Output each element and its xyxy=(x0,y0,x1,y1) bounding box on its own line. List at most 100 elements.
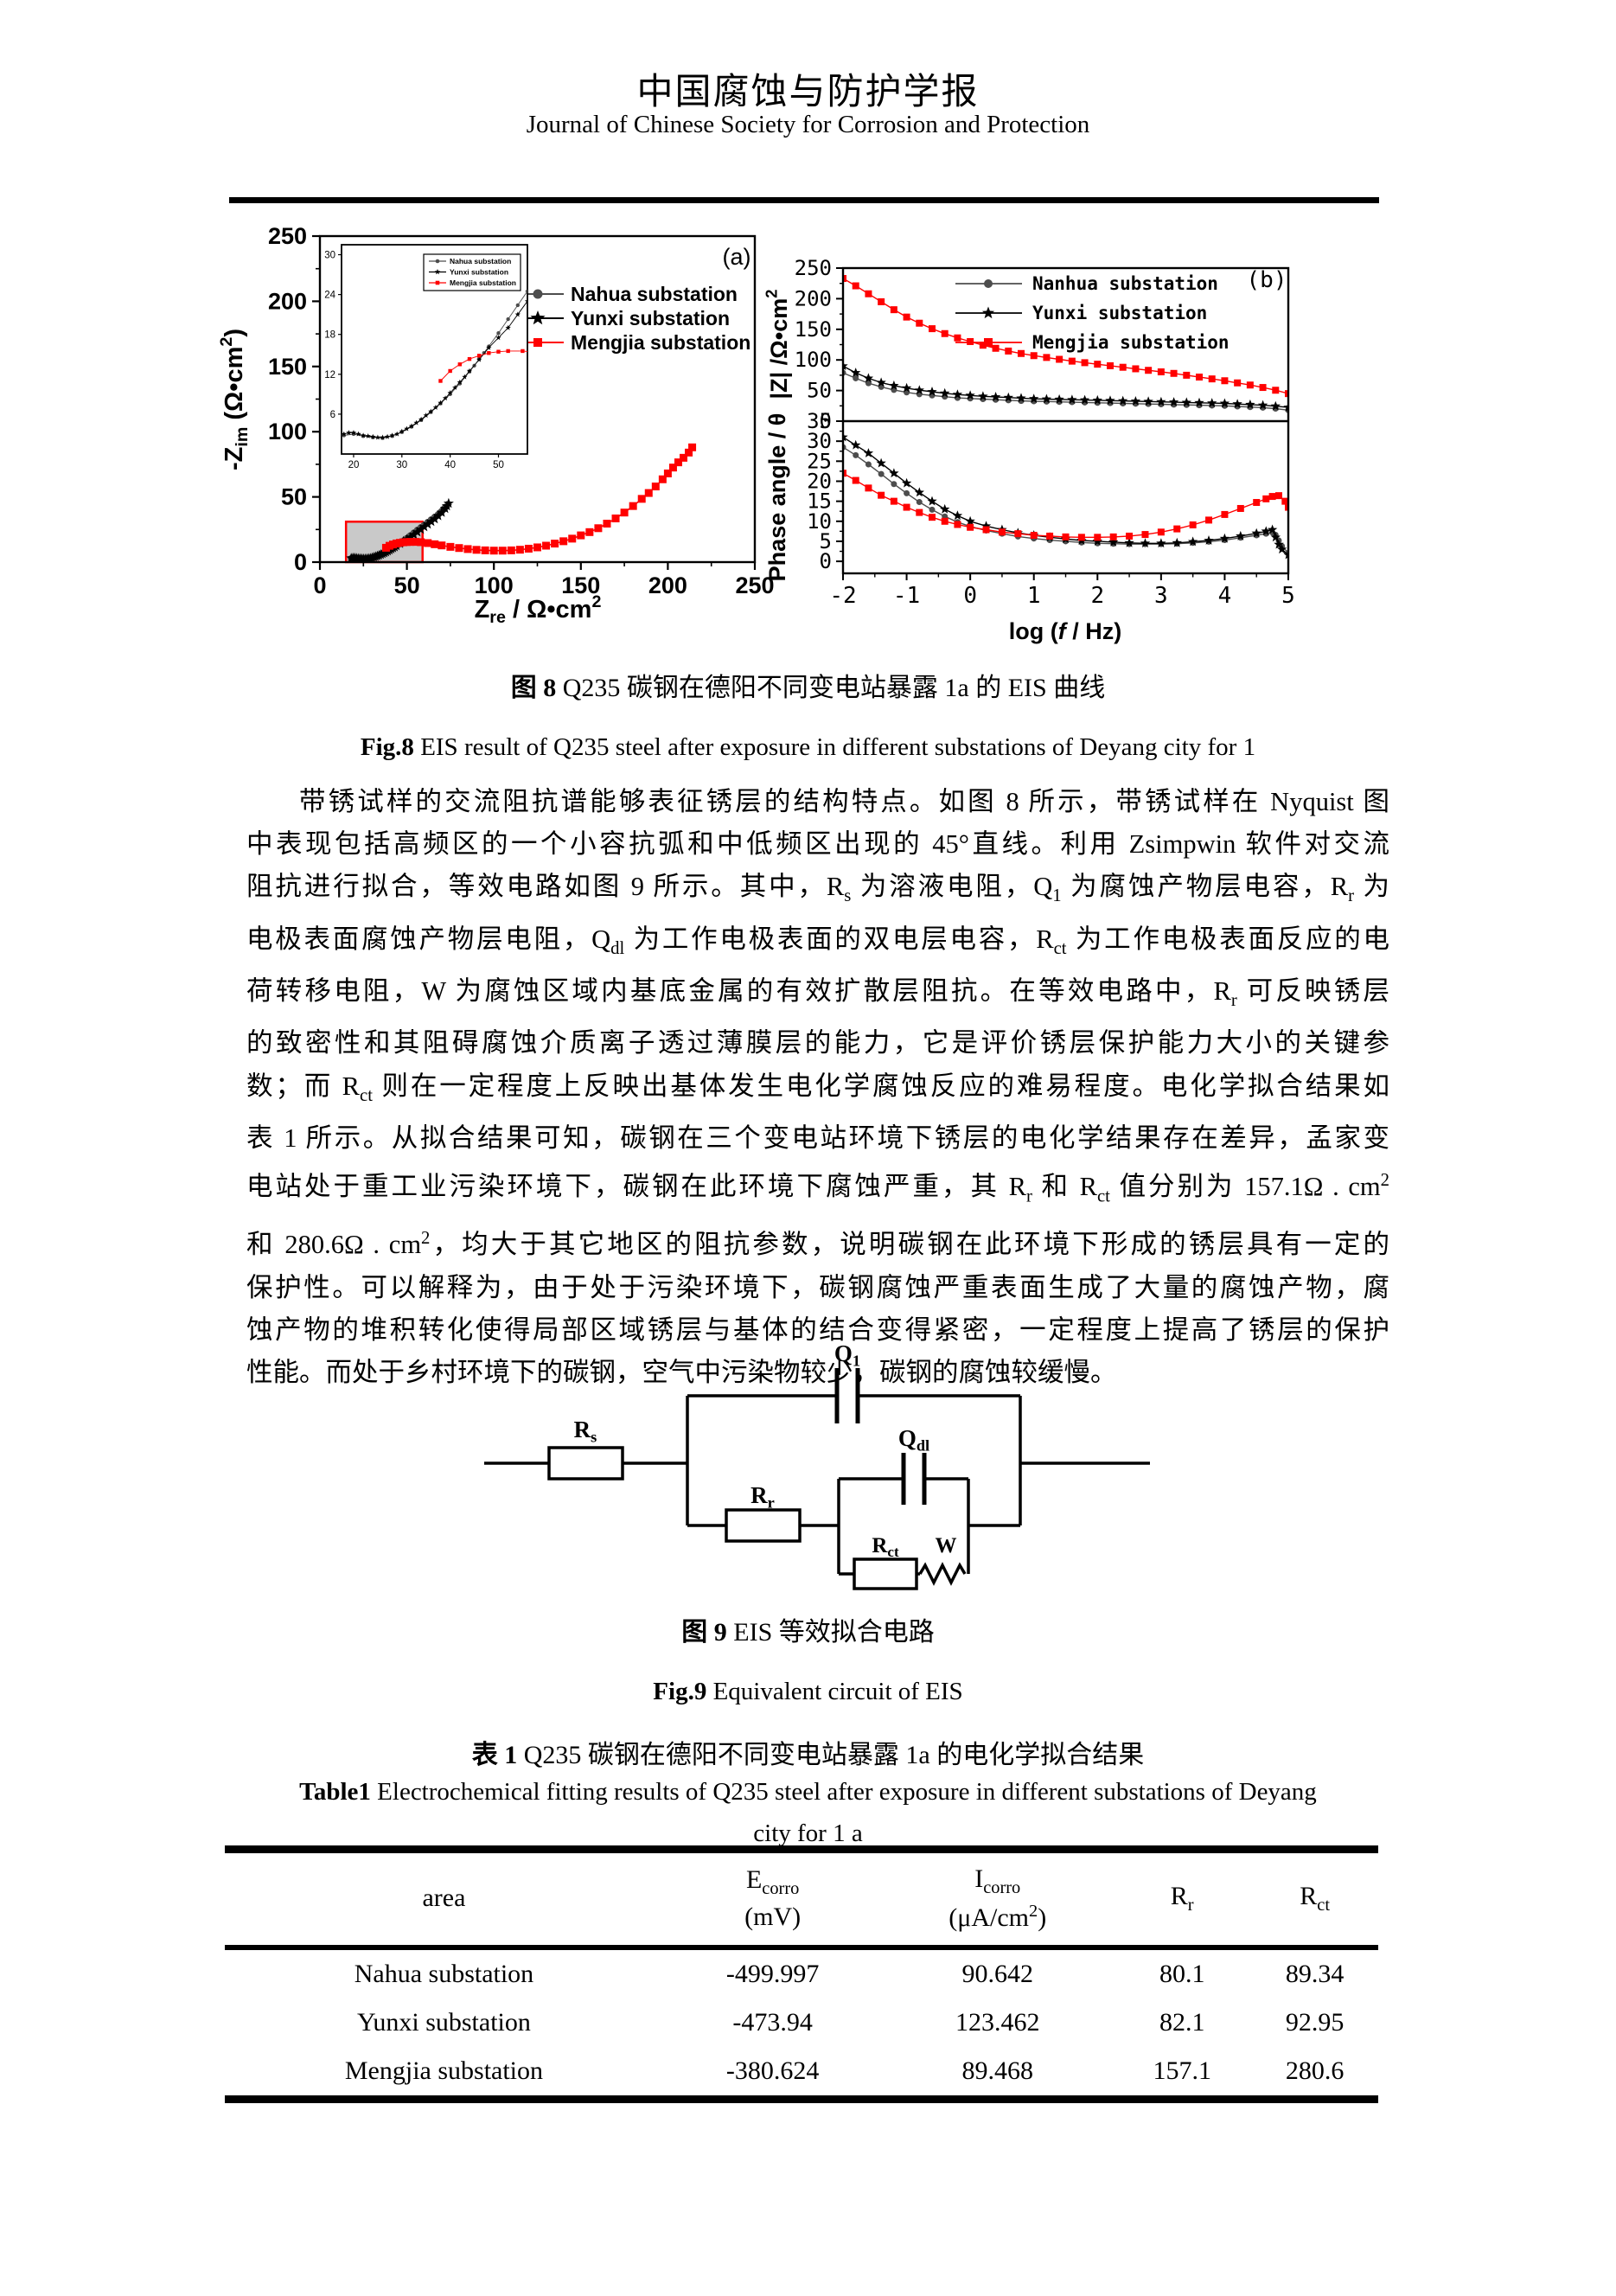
svg-text:18: 18 xyxy=(324,330,335,341)
svg-text:25: 25 xyxy=(807,449,832,473)
paragraph-line: 表 1 所示。从拟合结果可知，碳钢在三个变电站环境下锈层的电化学结果存在差异，孟… xyxy=(246,1122,1389,1153)
inset-series xyxy=(342,289,527,440)
table-cell: 89.34 xyxy=(1285,1959,1345,1988)
nyquist-series xyxy=(346,443,697,562)
table-column-header: Rct xyxy=(1251,1849,1378,1950)
figure8-caption-en: Fig.8 EIS result of Q235 steel after exp… xyxy=(360,733,1256,761)
svg-text:-2: -2 xyxy=(829,583,856,609)
y-axis-label: -Zim (Ω•cm2) xyxy=(217,329,252,470)
figure9-caption-en: Fig.9 Equivalent circuit of EIS xyxy=(653,1678,963,1705)
svg-text:200: 200 xyxy=(268,288,307,314)
results-table: area Ecorro (mV) Icorro (μA/cm2) Rr Rct Nahua … xyxy=(225,1845,1378,2103)
paragraph-line: 阻抗进行拟合，等效电路如图 9 所示。其中，Rs 为溶液电阻，Q1 为腐蚀产物层… xyxy=(246,872,1390,906)
paragraph-line: 中表现包括高频区的一个小容抗弧和中低频区出现的 45°直线。利用 Zsimpwi… xyxy=(246,829,1389,860)
journal-title-en: Journal of Chinese Society for Corrosion… xyxy=(526,111,1090,138)
phase-axis-label: Phase angle / θ xyxy=(764,413,790,582)
paragraph-line: 带锈试样的交流阻抗谱能够表征锈层的结构特点。如图 8 所示，带锈试样在 Nyqu… xyxy=(299,787,1389,816)
svg-text:5: 5 xyxy=(820,529,832,553)
svg-text:6: 6 xyxy=(330,410,335,420)
warburg-zigzag xyxy=(918,1562,967,1586)
table-row: Yunxi substation -473.94 123.462 82.1 92.95 xyxy=(225,1999,1378,2047)
figure9-equivalent-circuit: Rs Q1 Rr Qdl Rct W xyxy=(484,1342,1150,1590)
circuit-wires xyxy=(484,1368,1150,1590)
legend-label: Mengjia substation xyxy=(571,331,751,354)
resistor-rct xyxy=(853,1557,918,1590)
svg-text:4: 4 xyxy=(1218,583,1232,609)
svg-text:5: 5 xyxy=(1281,583,1295,609)
paragraph-line: 电站处于重工业污染环境下，碳钢在此环境下腐蚀严重，其 Rr 和 Rct 值分别为… xyxy=(246,1171,1389,1206)
paragraph-line: 荷转移电阻，W 为腐蚀区域内基底金属的有效扩散层阻抗。在等效电路中，Rr 可反映… xyxy=(246,976,1390,1011)
figure9-caption-cn: 图 9 EIS 等效拟合电路 xyxy=(681,1618,935,1647)
table-cell: 123.462 xyxy=(955,2007,1040,2037)
table-cell: 82.1 xyxy=(1159,2007,1205,2037)
table-cell: 92.95 xyxy=(1285,2007,1345,2037)
label-rs: Rs xyxy=(574,1417,597,1445)
table-cell: -499.997 xyxy=(725,1959,820,1988)
legend-label: Yunxi substation xyxy=(571,307,730,329)
bode-phase-series xyxy=(843,432,1288,560)
table-row: Mengjia substation -380.624 89.468 157.1 280… xyxy=(225,2047,1378,2100)
svg-text:40: 40 xyxy=(444,460,456,470)
legend-label: Yunxi substation xyxy=(1032,303,1207,323)
panel-label-a: (a) xyxy=(723,244,751,270)
label-rct: Rct xyxy=(872,1534,899,1560)
table1-caption-en-line2: city for 1 a xyxy=(753,1820,863,1847)
svg-text:1: 1 xyxy=(1027,583,1041,609)
svg-text:2: 2 xyxy=(1090,583,1104,609)
paragraph-line: 和 280.6Ω . cm2，均大于其它地区的阻抗参数，说明碳钢在此环境下形成的… xyxy=(246,1229,1389,1260)
svg-text:100: 100 xyxy=(268,419,307,444)
svg-text:-1: -1 xyxy=(893,583,920,609)
svg-text:200: 200 xyxy=(648,572,687,598)
svg-text:50: 50 xyxy=(807,379,832,403)
legend-label: Nahua substation xyxy=(571,283,738,305)
table-cell: -380.624 xyxy=(725,2056,820,2085)
header-rule xyxy=(229,197,1379,203)
svg-text:50: 50 xyxy=(394,572,420,598)
figure8-caption-cn: 图 8 Q235 碳钢在德阳不同变电站暴露 1a 的 EIS 曲线 xyxy=(510,674,1106,702)
table-column-header: Icorro (μA/cm2) xyxy=(882,1849,1114,1950)
table-cell: 80.1 xyxy=(1159,1959,1205,1988)
paragraph-line: 的致密性和其阻碍腐蚀介质离子透过薄膜层的能力，它是评价锈层保护能力大小的关键参 xyxy=(246,1028,1389,1058)
table-cell: Nahua substation xyxy=(354,1959,534,1988)
svg-text:0: 0 xyxy=(294,549,307,575)
resistor-rr xyxy=(725,1508,802,1543)
table-cell: 90.642 xyxy=(961,1959,1034,1988)
body-paragraph: 带锈试样的交流阻抗谱能够表征锈层的结构特点。如图 8 所示，带锈试样在 Nyqu… xyxy=(246,781,1389,1394)
table-column-header: Ecorro (mV) xyxy=(662,1849,883,1950)
figure8-bode-chart: -2 -1 0 1 2 3 4 505010015020025005101520253035N… xyxy=(763,256,1295,644)
bode-magnitude-series xyxy=(843,275,1288,413)
table-column-header: area xyxy=(225,1849,663,1950)
svg-text:0: 0 xyxy=(820,549,832,573)
svg-text:30: 30 xyxy=(324,251,335,261)
svg-text:30: 30 xyxy=(807,429,832,453)
svg-text:150: 150 xyxy=(268,354,307,380)
table-cell: 157.1 xyxy=(1153,2056,1211,2085)
svg-text:50: 50 xyxy=(493,460,504,470)
label-qdl: Qdl xyxy=(898,1425,929,1454)
svg-text:0: 0 xyxy=(820,409,832,433)
svg-text:50: 50 xyxy=(281,484,307,510)
table-cell: Mengjia substation xyxy=(344,2056,544,2085)
paragraph-line: 数；而 Rct 则在一定程度上反映出基体发生电化学腐蚀反应的难易程度。电化学拟合… xyxy=(246,1071,1390,1105)
table-cell: 280.6 xyxy=(1285,2056,1345,2085)
table-cell: 89.468 xyxy=(961,2056,1034,2085)
label-w: W xyxy=(936,1534,957,1557)
svg-text:Nahua substation: Nahua substation xyxy=(450,257,511,265)
legend-label: Nanhua substation xyxy=(1032,273,1218,294)
svg-text:Yunxi substation: Yunxi substation xyxy=(450,268,508,277)
table-cell: Yunxi substation xyxy=(357,2007,531,2037)
svg-text:150: 150 xyxy=(795,317,832,342)
svg-text:100: 100 xyxy=(475,572,514,598)
svg-text:20: 20 xyxy=(348,460,360,470)
svg-text:100: 100 xyxy=(795,348,832,372)
paragraph-line: 蚀产物的堆积转化使得局部区域锈层与基体的结合变得紧密，一定程度上提高了锈层的保护 xyxy=(246,1315,1389,1346)
table1-caption-cn: 表 1 Q235 碳钢在德阳不同变电站暴露 1a 的电化学拟合结果 xyxy=(471,1741,1145,1769)
paragraph-line: 保护性。可以解释为，由于处于污染环境下，碳钢腐蚀严重表面生成了大量的腐蚀产物，腐 xyxy=(246,1272,1389,1302)
svg-text:10: 10 xyxy=(807,509,832,534)
magnitude-axis-label: |Z| /Ω•cm2 xyxy=(763,290,792,400)
svg-text:250: 250 xyxy=(795,256,832,280)
svg-text:20: 20 xyxy=(807,469,832,493)
table-column-header: Rr xyxy=(1113,1849,1252,1950)
paragraph-line: 性能。而处于乡村环境下的碳钢，空气中污染物较少，碳钢的腐蚀较缓慢。 xyxy=(246,1358,1117,1388)
